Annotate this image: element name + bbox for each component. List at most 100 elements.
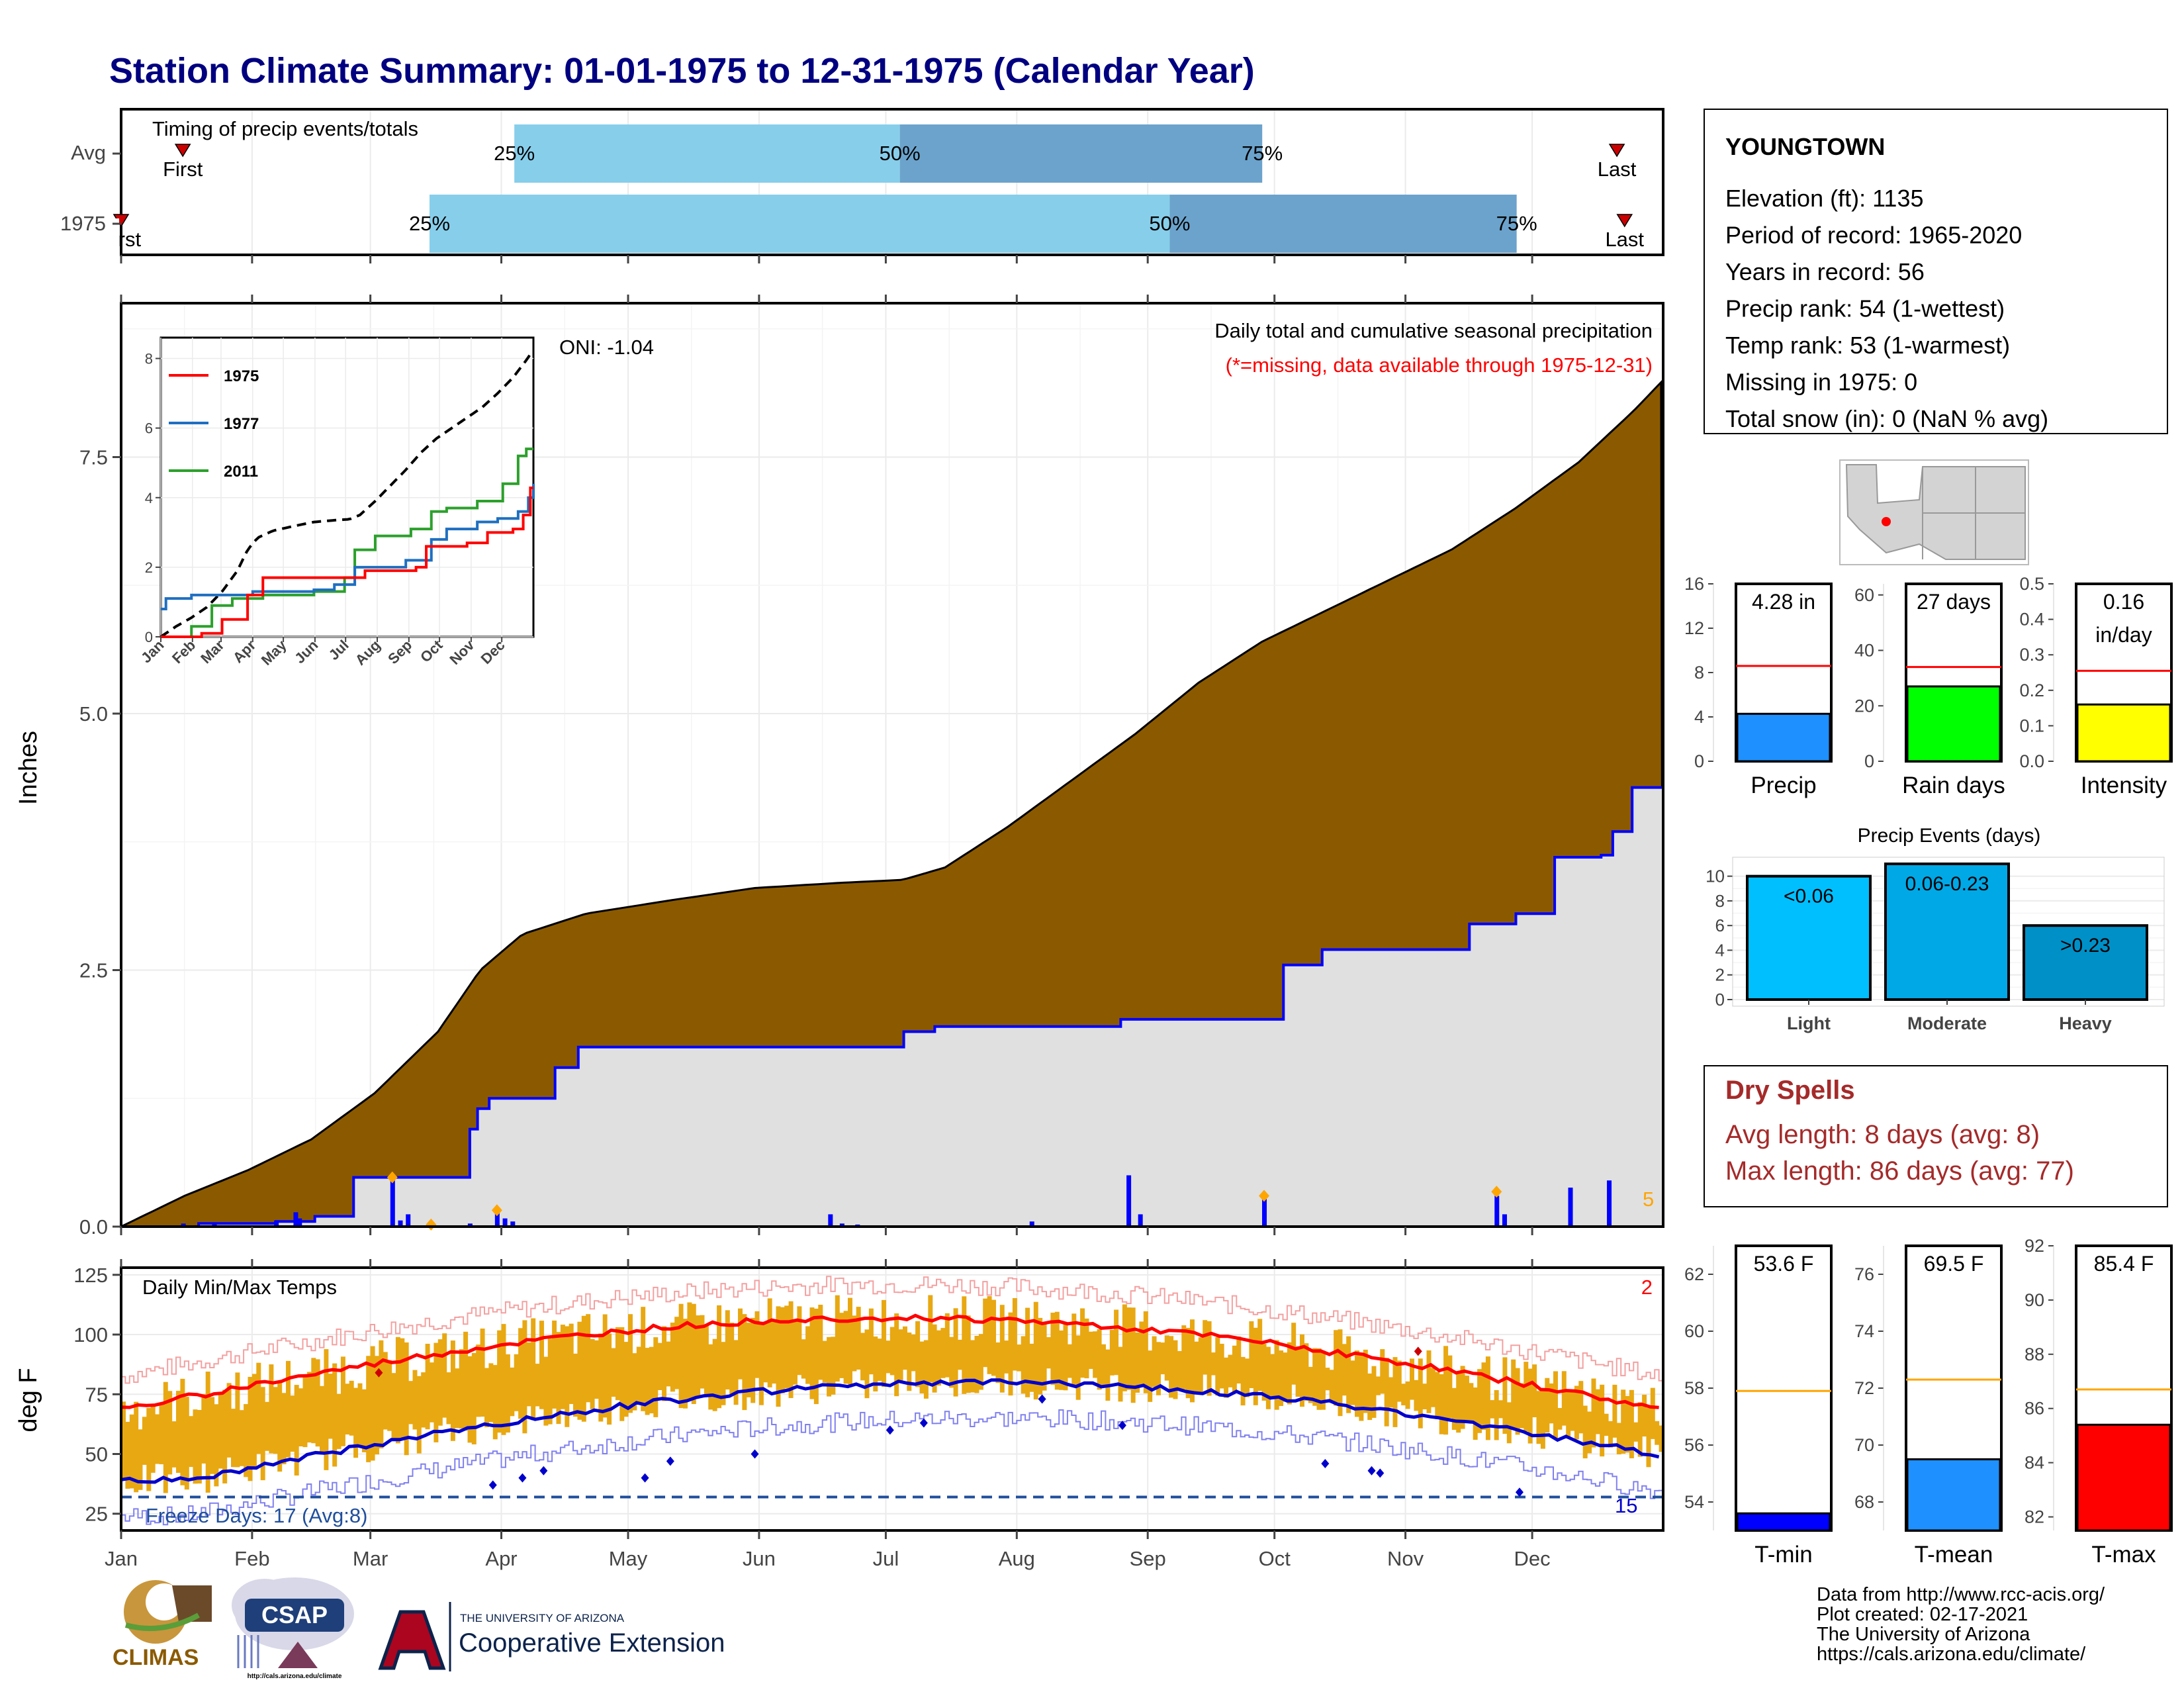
daily-temp-bar [1206,1321,1212,1396]
daily-temp-bar [809,1307,815,1399]
stat-ytick-label: 90 [2025,1290,2044,1310]
timing-quantile-label: 50% [880,142,921,165]
daily-temp-bar [657,1342,662,1390]
daily-temp-bar [1177,1351,1182,1389]
daily-temp-bar [497,1330,502,1433]
daily-temp-bar [898,1329,903,1382]
daily-temp-bar [1283,1352,1288,1402]
stat-ytick-label: 60 [1684,1321,1704,1341]
daily-temp-bar [882,1299,886,1387]
daily-temp-bar [1642,1394,1647,1437]
daily-temp-bar [404,1342,409,1456]
station-info-line: Temp rank: 53 (1-warmest) [1725,332,2010,359]
daily-temp-bar [767,1298,772,1387]
daily-temp-bar [1143,1311,1148,1393]
daily-temp-bar [171,1421,177,1468]
temp-ytick-label: 100 [73,1323,108,1346]
stat-chart-intensity: 0.0 0.1 0.2 0.3 0.4 0.5 0.16 in/day Intensity [2019,574,2173,798]
month-tick-label: Jul [873,1547,899,1570]
daily-temp-bar [983,1298,988,1368]
events-bar-label: >0.23 [2060,935,2111,957]
daily-temp-bar [831,1336,836,1395]
daily-temp-bar [928,1295,933,1383]
daily-temp-bar [265,1401,269,1451]
ua-small-text: THE UNIVERSITY OF ARIZONA [460,1612,625,1624]
daily-temp-bar [150,1405,156,1473]
daily-temp-bar [552,1320,557,1409]
daily-temp-bar [1520,1383,1524,1429]
timing-quantile-label: 75% [1242,142,1283,165]
stat-ytick-label: 88 [2025,1344,2044,1364]
daily-temp-bar [636,1346,641,1404]
daily-temp-bar [1029,1343,1034,1392]
stat-ytick-label: 8 [1694,663,1704,682]
daily-temp-bar [1359,1353,1364,1421]
daily-temp-bar [1236,1336,1242,1383]
daily-temp-bar [345,1383,350,1434]
daily-temp-bar [370,1346,375,1461]
stat-ytick-label: 0.4 [2019,610,2044,630]
daily-temp-bar [526,1342,531,1407]
daily-precip-bar [828,1214,833,1227]
daily-temp-bar [1595,1389,1600,1434]
events-bar-heavy [2023,924,2148,1001]
timing-panel: Timing of precip events/totals Avg 1975 … [0,108,1664,263]
temp-stat-chart-t-max: 82 84 86 88 90 92 85.4 F T-max [2025,1236,2173,1568]
precip-ytick-label: 0.0 [79,1215,108,1239]
daily-temp-bar [1426,1350,1432,1413]
daily-temp-bar [306,1372,312,1443]
daily-temp-bar [827,1336,832,1397]
stat-chart-precip: 0 4 8 12 16 4.28 in Precip [1684,574,1833,798]
daily-precip-bar [467,1223,473,1227]
daily-temp-bar [683,1319,688,1409]
daily-temp-bar [539,1321,544,1409]
daily-temp-bar [218,1392,223,1469]
daily-temp-bar [1135,1333,1140,1393]
daily-temp-bar [1625,1395,1630,1453]
daily-temp-bar [1169,1336,1174,1398]
daily-temp-bar [687,1302,692,1400]
daily-temp-bar [383,1352,388,1430]
stat-ytick-label: 56 [1684,1435,1704,1455]
daily-temp-bar [1502,1357,1508,1434]
temp-stat-chart-t-mean: 68 70 72 74 76 69.5 F T-mean [1854,1244,2003,1568]
daily-temp-bar [1160,1342,1165,1375]
daily-temp-bar [129,1414,134,1489]
climas-logo: CLIMAS [113,1580,212,1670]
daily-temp-bar [1375,1376,1381,1395]
stat-ytick-label: 0.0 [2019,751,2044,771]
daily-temp-bar [1477,1369,1482,1433]
daily-temp-bar [455,1368,460,1429]
events-category-label: Moderate [1907,1013,1987,1033]
university-of-arizona-logo: THE UNIVERSITY OF ARIZONA Cooperative Ex… [378,1602,725,1671]
daily-temp-bar [700,1315,705,1389]
inset-series-1977 [161,483,535,610]
daily-temp-bar [860,1333,866,1381]
inset-average-line [159,352,533,638]
daily-temp-bar [962,1296,967,1394]
daily-temp-bar [717,1305,722,1409]
precip-ylabel: Inches [15,731,42,805]
temp-record-marker [539,1466,548,1476]
stat-ytick-label: 0.5 [2019,574,2044,594]
daily-temp-bar [1025,1307,1030,1397]
stat-value-bar [1736,1512,1831,1532]
stat-value-label: 4.28 in [1752,590,1815,614]
precip-event-marker [1491,1186,1502,1198]
stat-ytick-label: 92 [2025,1236,2044,1256]
daily-temp-bar [1350,1360,1355,1405]
events-ytick-label: 6 [1715,915,1725,935]
daily-temp-bar [1591,1378,1596,1448]
daily-temp-bar [1291,1323,1297,1385]
daily-temp-bar [1608,1421,1613,1448]
temp-record-marker [488,1480,497,1490]
stat-value-label: 53.6 F [1754,1252,1814,1276]
month-tick-label: Dec [1514,1547,1551,1570]
temp-record-marker [1515,1487,1524,1497]
daily-temp-bar [1460,1366,1465,1429]
daily-temp-bar [848,1297,852,1385]
daily-temp-bar [484,1368,489,1427]
locator-map [1839,459,2029,565]
daily-temp-bar [1561,1371,1567,1426]
daily-temp-bar [1130,1307,1136,1403]
